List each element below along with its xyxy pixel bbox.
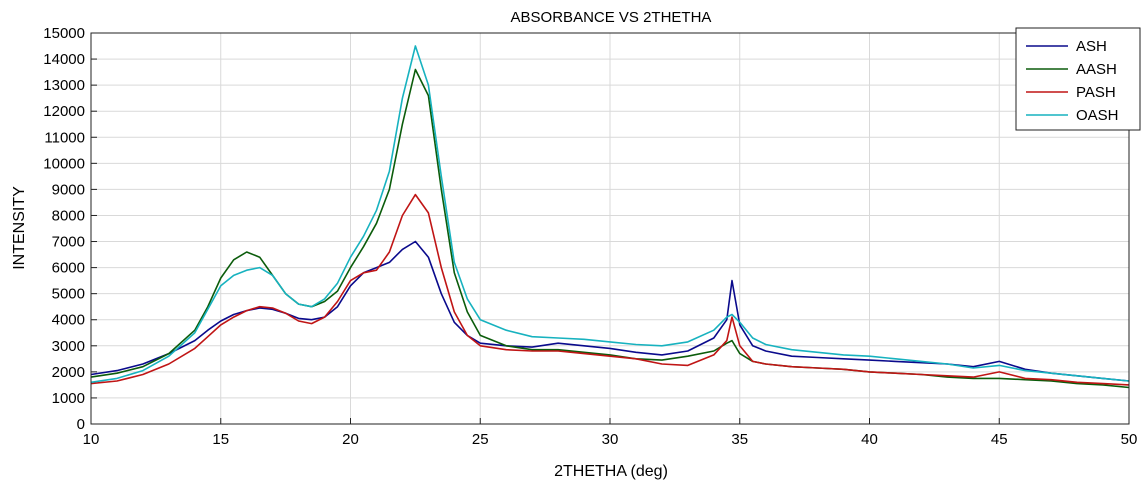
- y-tick-label: 2000: [52, 364, 85, 381]
- y-tick-label: 9000: [52, 181, 85, 198]
- x-tick-label: 30: [602, 431, 619, 448]
- x-tick-label: 50: [1121, 431, 1138, 448]
- y-tick-label: 3000: [52, 338, 85, 355]
- y-tick-label: 1000: [52, 390, 85, 407]
- chart-title: ABSORBANCE VS 2THETHA: [511, 9, 712, 26]
- x-tick-label: 35: [731, 431, 748, 448]
- legend: ASH AASH PASH OASH: [1015, 27, 1141, 131]
- series-lines: [90, 45, 1130, 389]
- y-tick-label: 0: [77, 416, 85, 433]
- x-tick-label: 15: [212, 431, 229, 448]
- x-tick-label: 20: [342, 431, 359, 448]
- y-tick-label: 7000: [52, 234, 85, 251]
- y-tick-label: 15000: [43, 25, 85, 42]
- x-tick-label: 40: [861, 431, 878, 448]
- y-tick-label: 5000: [52, 286, 85, 303]
- x-tick-label: 10: [83, 431, 100, 448]
- y-tick-label: 12000: [43, 103, 85, 120]
- x-tick-label: 25: [472, 431, 489, 448]
- y-tick-label: 11000: [44, 129, 85, 146]
- series-line-oash: [90, 45, 1130, 384]
- x-tick-label: 45: [991, 431, 1008, 448]
- legend-label: PASH: [1076, 84, 1116, 101]
- legend-label: ASH: [1076, 38, 1107, 55]
- legend-label: AASH: [1076, 61, 1117, 78]
- x-axis-label: 2THETHA (deg): [554, 463, 668, 480]
- axis-ticks: 10 15 20 25 30 35 40 45 50 0 1000 2000 3000 4000 5000 6…: [43, 25, 1137, 448]
- series-line-pash: [90, 193, 1130, 386]
- y-tick-label: 8000: [52, 207, 85, 224]
- y-tick-label: 10000: [43, 155, 85, 172]
- y-tick-label: 4000: [52, 312, 85, 329]
- legend-box: [1015, 27, 1141, 131]
- legend-label: OASH: [1076, 107, 1119, 124]
- y-tick-label: 6000: [52, 260, 85, 277]
- y-axis-label: INTENSITY: [11, 186, 28, 270]
- y-tick-label: 14000: [43, 51, 85, 68]
- y-tick-label: 13000: [43, 77, 85, 94]
